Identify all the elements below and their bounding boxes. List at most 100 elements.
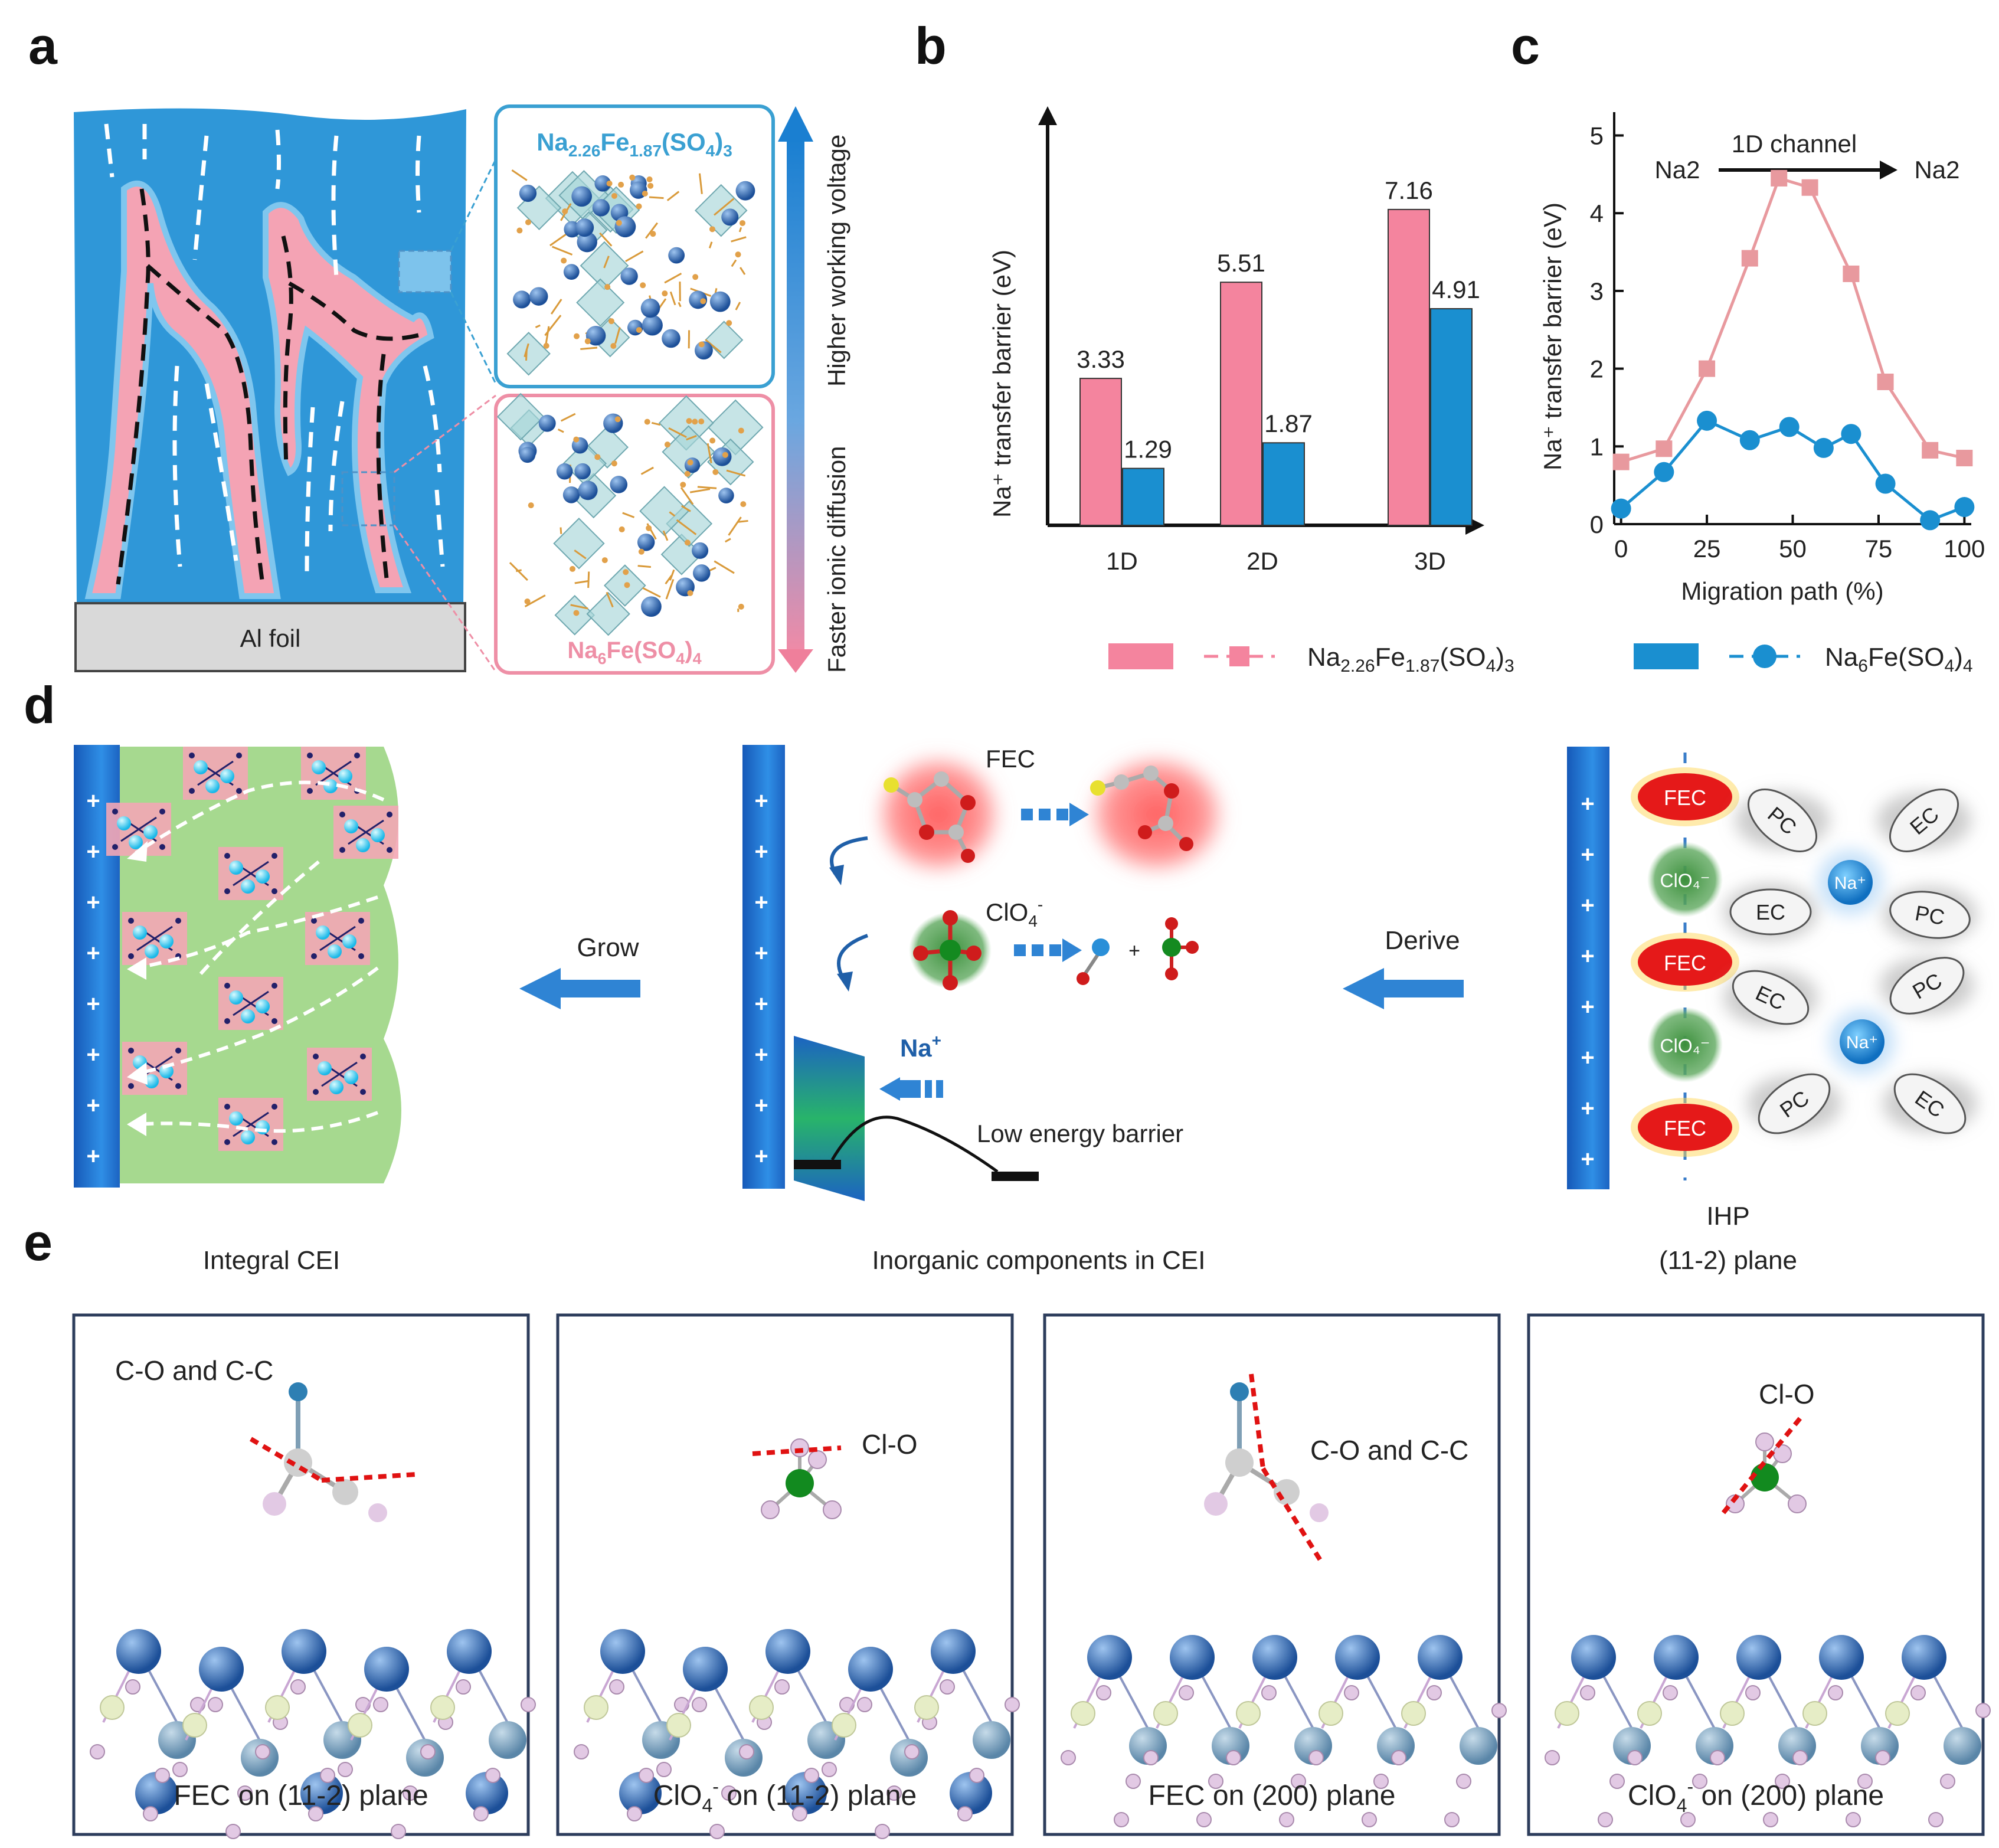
- o-atom: [698, 418, 705, 425]
- chart-c-annotation-left: Na2: [1654, 156, 1700, 184]
- slab-atom-deep: [784, 1772, 827, 1814]
- o-atom: [684, 539, 691, 546]
- slab-o-atom: [1928, 1812, 1944, 1827]
- bond: [724, 538, 731, 543]
- cei-ion-paths: [135, 780, 385, 1133]
- cei-na-atom: [129, 835, 143, 849]
- chart-c-ylabel: Na⁺ transfer barrier (eV): [1539, 202, 1566, 470]
- cei-na-atom: [344, 819, 358, 833]
- plus-charge: +: [86, 788, 100, 814]
- plus-charge: +: [86, 889, 100, 915]
- fec-oval: [1638, 938, 1732, 986]
- cei-bond: [315, 760, 352, 786]
- slab-o-atom: [320, 1768, 335, 1783]
- chart-b-xtick: 2D: [1246, 547, 1278, 575]
- bond-cut-line: [1249, 1373, 1265, 1469]
- cei-na-atom: [229, 861, 243, 875]
- data-point-blue: [1739, 430, 1760, 450]
- chart-b-xtick: 1D: [1106, 547, 1138, 575]
- bond: [665, 579, 675, 600]
- al-foil-label: Al foil: [240, 624, 301, 652]
- cei-na-atom: [338, 769, 352, 783]
- bond: [511, 169, 528, 181]
- solvent-oval: [1889, 788, 1959, 853]
- derive-label: Derive: [1385, 926, 1460, 955]
- zoom-line: [393, 525, 497, 672]
- na-ion-label: Na⁺: [1834, 874, 1866, 893]
- clo4-o-atom: [761, 1500, 780, 1519]
- slab-o-atom: [1857, 1774, 1873, 1789]
- fec-decomposed: [1090, 766, 1193, 851]
- cei-o-atom: [112, 844, 118, 850]
- cei-o-atom: [313, 1089, 319, 1095]
- cei-na-atom: [342, 934, 356, 948]
- slab-s-atom: [265, 1695, 290, 1720]
- cei-bond: [233, 861, 269, 887]
- cei-o-atom: [271, 983, 277, 989]
- na-atom: [642, 315, 663, 336]
- cei-na-atom: [229, 1111, 243, 1126]
- data-point-pink: [1801, 179, 1818, 196]
- o-atom: [698, 341, 705, 348]
- bond-cut-line: [1721, 1417, 1802, 1515]
- solvent-oval: [1758, 1073, 1831, 1134]
- slab-o-atom: [940, 1679, 955, 1695]
- o-atom: [647, 182, 654, 189]
- na-atom: [718, 488, 734, 503]
- data-point-blue: [1611, 498, 1631, 519]
- cei-o-atom: [271, 1018, 277, 1024]
- slab-o-atom: [420, 1744, 436, 1759]
- slab-s-atom: [100, 1695, 125, 1720]
- chart-c-xtick-label: 75: [1865, 535, 1893, 562]
- slab-s-atom: [182, 1713, 207, 1738]
- cei-o-atom: [224, 1104, 230, 1110]
- bond: [545, 326, 550, 346]
- slab-s-atom: [1885, 1701, 1910, 1726]
- bond: [680, 505, 691, 512]
- slab-o-atom: [692, 1697, 707, 1712]
- bar-value-label: 1.87: [1264, 410, 1313, 437]
- cei-o-atom: [112, 809, 118, 815]
- clo3-fragment: [1162, 917, 1199, 980]
- na-atom: [585, 326, 606, 346]
- slab-o-atom: [1775, 1774, 1790, 1789]
- slab-o-atom: [155, 1768, 170, 1783]
- slab-o-atom: [1975, 1703, 1991, 1718]
- clo4-molecule: [913, 910, 981, 990]
- slab-o-atom: [1580, 1685, 1595, 1700]
- bond: [637, 565, 652, 568]
- slab-o-atom: [1663, 1685, 1678, 1700]
- chart-c-xlabel: Migration path (%): [1681, 577, 1883, 605]
- fec-o-atom: [368, 1503, 387, 1522]
- cei-o-atom: [175, 1083, 181, 1089]
- slab-atom: [1335, 1635, 1380, 1680]
- chart-c-xtick-label: 0: [1614, 535, 1628, 562]
- cei-bond: [233, 1111, 269, 1137]
- slab-o-atom: [237, 1785, 253, 1801]
- o-atom: [684, 470, 691, 477]
- slab-o-atom: [172, 1762, 188, 1777]
- slab-o-atom: [1444, 1812, 1460, 1827]
- slab-s-atom: [1802, 1701, 1827, 1726]
- slab-o-atom: [1344, 1685, 1359, 1700]
- na-ion-label: Na+: [900, 1031, 941, 1062]
- slab-o-atom: [1226, 1750, 1241, 1765]
- slab-o-atom: [1362, 1812, 1377, 1827]
- cei-o-atom: [159, 809, 165, 815]
- slab-o-atom: [1456, 1774, 1471, 1789]
- chart-c-annotation-right: Na2: [1914, 156, 1959, 184]
- bond-cut-line: [752, 1445, 842, 1456]
- chart-c-ytick-label: 4: [1590, 199, 1604, 227]
- fec-f-atom: [289, 1382, 307, 1401]
- slab-atom: [848, 1647, 893, 1692]
- caption-rest: on (11-2) plane: [719, 1780, 917, 1811]
- cei-na-atom: [133, 925, 147, 940]
- cei-na-atom: [241, 1009, 255, 1023]
- slab-atom: [364, 1647, 409, 1692]
- data-point-blue: [1920, 510, 1941, 531]
- caption-sub: 4: [1677, 1795, 1687, 1816]
- slab-o-atom: [1710, 1750, 1725, 1765]
- cei-o-atom: [339, 847, 345, 853]
- clo4-o-atom: [1788, 1494, 1807, 1513]
